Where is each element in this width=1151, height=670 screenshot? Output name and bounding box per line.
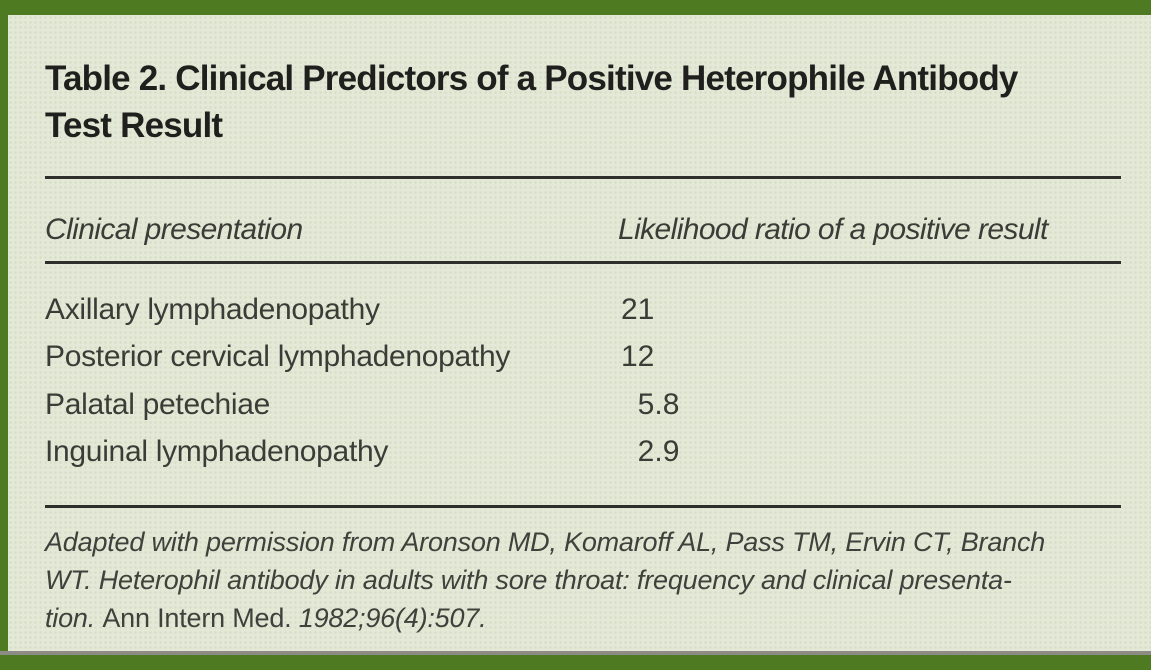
row-clinical-presentation: Axillary lymphadenopathy: [45, 293, 380, 326]
footnote-text-segment: WT. Heterophil antibody in adults with s…: [45, 565, 1012, 595]
row-likelihood-ratio-value: 12: [621, 340, 655, 374]
footnote-text-segment: Ann Intern Med.: [102, 603, 299, 633]
row-likelihood-ratio-value: 2.9: [637, 435, 680, 469]
footnote-text-segment: 1982;96(4):507.: [298, 603, 487, 633]
row-clinical-presentation: Inguinal lymphadenopathy: [45, 435, 389, 469]
footnote-divider-rule: [45, 505, 1121, 508]
row-clinical-presentation: Palatal petechiae: [45, 387, 271, 421]
bottom-divider-line: [0, 651, 1151, 655]
title-divider-rule: [45, 176, 1121, 179]
table-title: Table 2. Clinical Predictors of a Positi…: [45, 59, 1018, 145]
table-row: Palatal petechiae 5.8: [45, 387, 1121, 434]
table-body: Axillary lymphadenopathy 21 Posterior cerv…: [45, 292, 1121, 482]
table-row: Axillary lymphadenopathy 21: [45, 292, 1121, 339]
top-border-bar: [0, 0, 1151, 15]
row-likelihood-ratio-value: 5.8: [637, 387, 680, 421]
footnote-line: tion. Ann Intern Med. 1982;96(4):507.: [45, 599, 1121, 637]
header-divider-rule: [45, 261, 1121, 264]
footnote-line: WT. Heterophil antibody in adults with s…: [45, 561, 1121, 599]
footnote-text-segment: tion.: [45, 603, 103, 633]
footnote: Adapted with permission from Aronson MD,…: [45, 523, 1121, 637]
table-panel: Table 2. Clinical Predictors of a Positi…: [8, 15, 1151, 651]
footnote-text-segment: Adapted with permission from Aronson MD,…: [45, 527, 1046, 557]
table-row: Posterior cervical lymphadenopathy 12: [45, 339, 1121, 386]
row-likelihood-ratio-value: 21: [621, 293, 655, 326]
left-border-stripe: [0, 0, 8, 670]
row-clinical-presentation: Posterior cervical lymphadenopathy: [45, 340, 511, 374]
table-row: Inguinal lymphadenopathy 2.9: [45, 434, 1121, 481]
column-header-clinical-presentation: Clinical presentation: [45, 213, 303, 246]
footnote-line: Adapted with permission from Aronson MD,…: [45, 523, 1121, 561]
column-header-likelihood-ratio: Likelihood ratio of a positive result: [618, 213, 1048, 246]
bottom-border-bar: [0, 655, 1151, 670]
